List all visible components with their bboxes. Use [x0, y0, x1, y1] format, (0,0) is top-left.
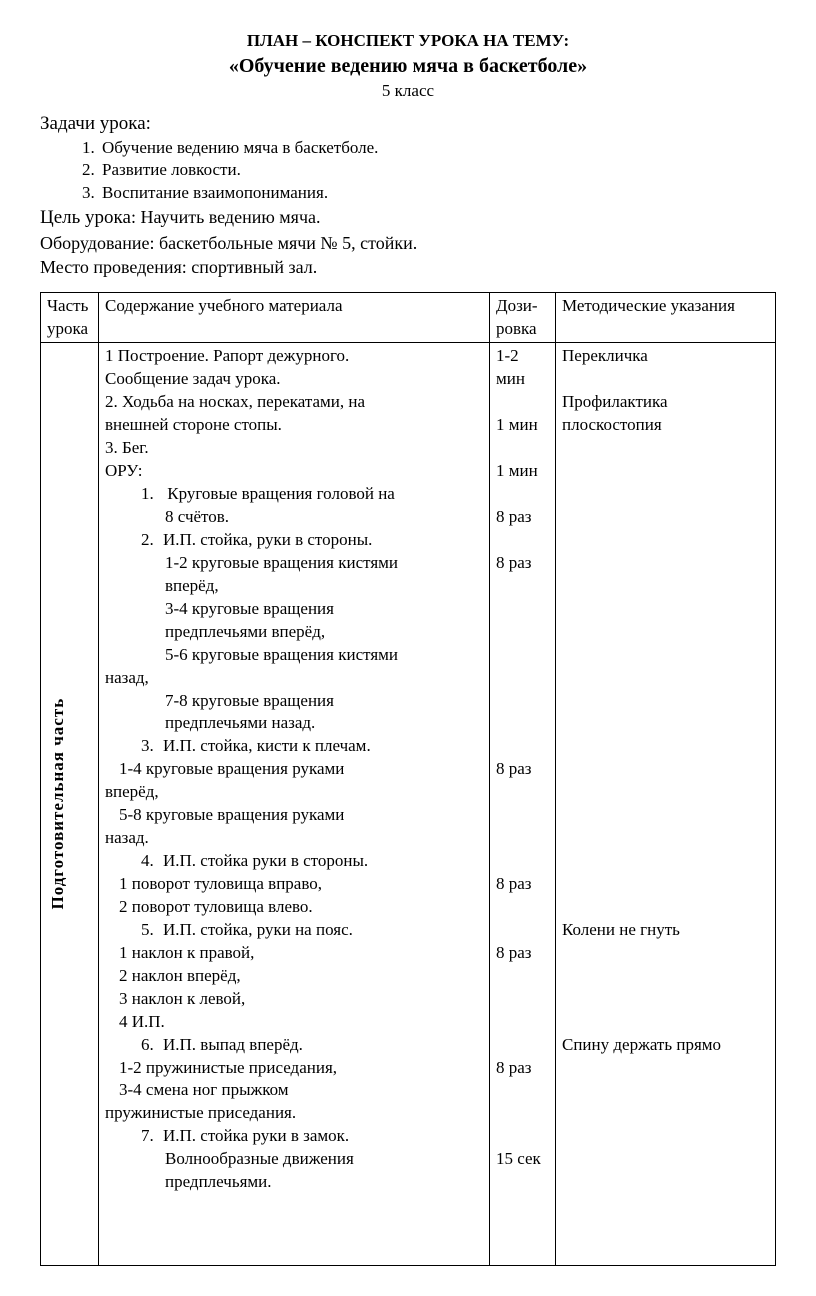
tasks-list: 1.Обучение ведению мяча в баскетболе. 2.…	[40, 137, 776, 206]
preamble-block: Задачи урока: 1.Обучение ведению мяча в …	[40, 111, 776, 280]
task-item: 3.Воспитание взаимопонимания.	[82, 182, 776, 205]
col-header-method: Методические указания	[556, 292, 776, 343]
title-main: «Обучение ведению мяча в баскетболе»	[40, 53, 776, 80]
method-cell: Перекличка Профилактика плоскостопия Кол…	[556, 343, 776, 1266]
table-header-row: Часть урока Содержание учебного материал…	[41, 292, 776, 343]
col-header-dose: Дози-ровка	[490, 292, 556, 343]
content-cell: 1 Построение. Рапорт дежурного. Сообщени…	[99, 343, 490, 1266]
task-item: 2.Развитие ловкости.	[82, 159, 776, 182]
document-header: ПЛАН – КОНСПЕКТ УРОКА НА ТЕМУ: «Обучение…	[40, 30, 776, 103]
table-row: Подготовительная часть 1 Построение. Рап…	[41, 343, 776, 1266]
lesson-plan-table: Часть урока Содержание учебного материал…	[40, 292, 776, 1266]
part-vertical-label: Подготовительная часть	[47, 345, 70, 1263]
part-cell: Подготовительная часть	[41, 343, 99, 1266]
col-header-content: Содержание учебного материала	[99, 292, 490, 343]
task-item: 1.Обучение ведению мяча в баскетболе.	[82, 137, 776, 160]
goal-line: Цель урока: Научить ведению мяча.	[40, 205, 776, 231]
dose-cell: 1-2 мин 1 мин 1 мин 8 раз 8 раз 8 раз 8 …	[490, 343, 556, 1266]
grade-label: 5 класс	[40, 80, 776, 103]
col-header-part: Часть урока	[41, 292, 99, 343]
place-line: Место проведения: спортивный зал.	[40, 255, 776, 279]
title-topic-label: ПЛАН – КОНСПЕКТ УРОКА НА ТЕМУ:	[40, 30, 776, 53]
equipment-line: Оборудование: баскетбольные мячи № 5, ст…	[40, 231, 776, 255]
tasks-heading: Задачи урока:	[40, 111, 776, 137]
